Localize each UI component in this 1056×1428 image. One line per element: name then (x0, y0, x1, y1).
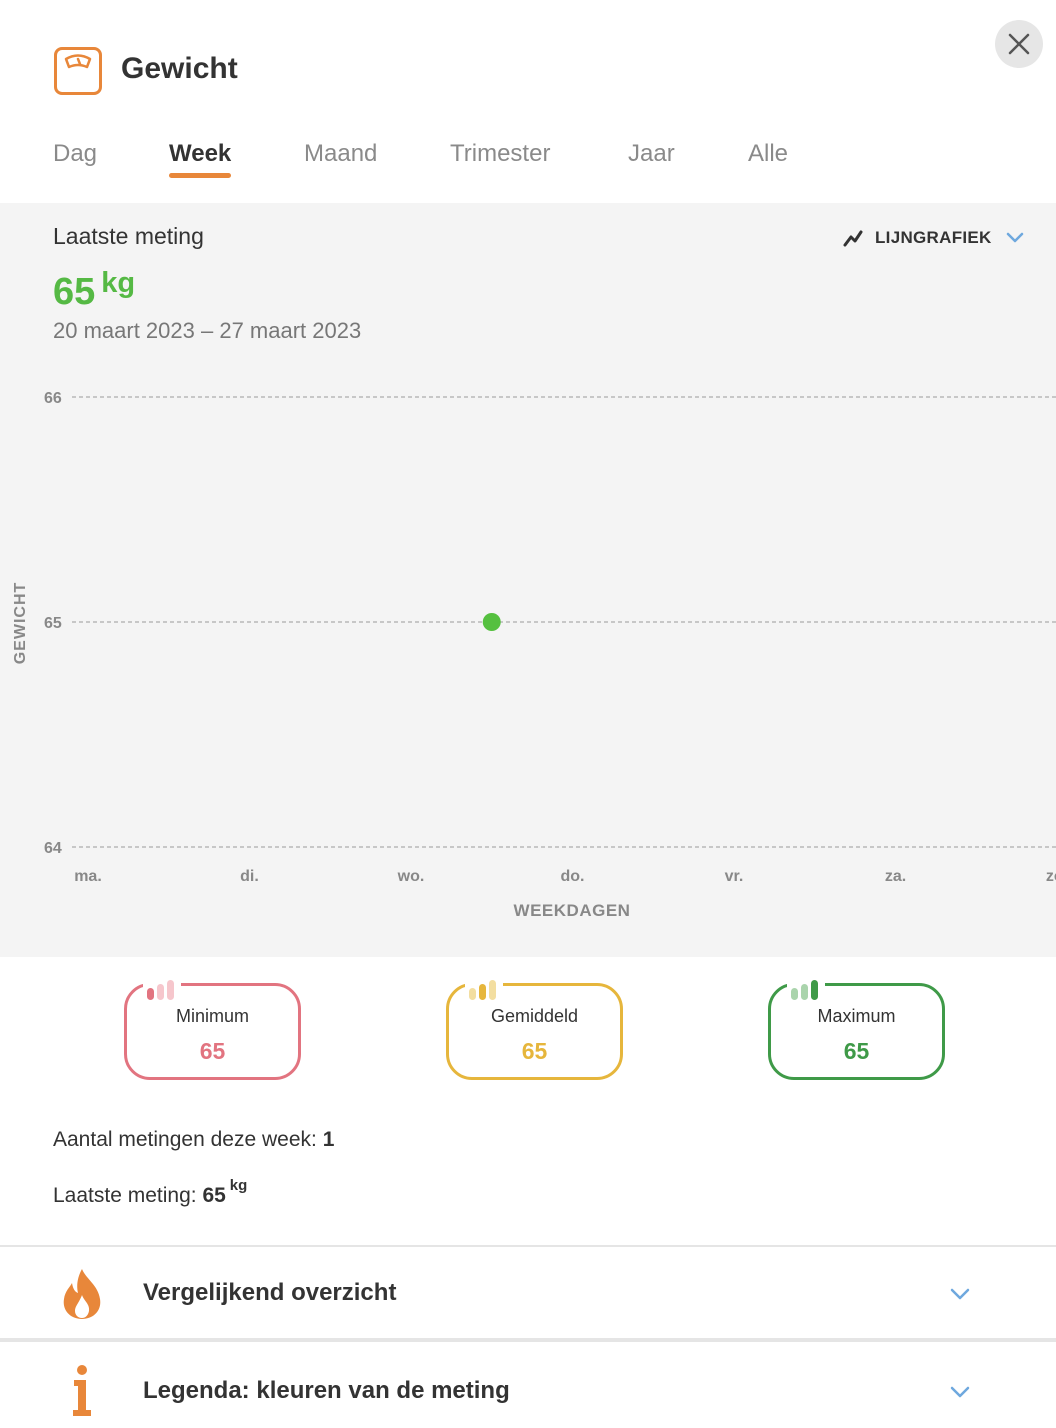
x-tick-label: wo. (397, 868, 425, 885)
info-icon (73, 1365, 91, 1416)
tab-alle[interactable]: Alle (748, 140, 788, 168)
stat-label: Maximum (817, 1006, 896, 1026)
count-value: 1 (322, 1128, 335, 1151)
tab-maand[interactable]: Maand (304, 140, 377, 168)
accordion-vergelijkend-overzicht[interactable]: Vergelijkend overzicht (0, 1245, 1056, 1337)
y-tick-label: 66 (44, 390, 62, 407)
chevron-down-icon (950, 1288, 970, 1300)
stat-value: 65 (199, 1038, 226, 1064)
active-tab-indicator (169, 173, 232, 178)
chevron-down-icon (950, 1386, 970, 1398)
level-bars-low-icon (143, 974, 181, 1000)
line-chart-icon (843, 230, 863, 247)
stat-value: 65 (843, 1038, 870, 1064)
y-axis-label: GEWICHT (12, 582, 29, 665)
stat-value: 65 (521, 1038, 548, 1064)
x-axis-label: WEEKDAGEN (514, 901, 631, 920)
stat-card-gemiddeld: Gemiddeld 65 (446, 974, 623, 1080)
chevron-down-icon (1006, 232, 1023, 243)
last-measurement: Laatste meting: 65 kg (53, 1177, 247, 1208)
stat-card-minimum: Minimum 65 (124, 974, 301, 1080)
y-tick-label: 64 (44, 840, 62, 857)
tab-label: Maand (304, 140, 378, 167)
x-tick-label: do. (561, 868, 585, 885)
x-tick-label: vr. (725, 868, 744, 885)
scale-icon (54, 47, 102, 95)
tab-label: Week (169, 140, 232, 167)
count-label: Aantal metingen deze week: (53, 1128, 317, 1151)
page-title: Gewicht (121, 52, 238, 85)
x-tick-label: di. (240, 868, 259, 885)
header: Gewicht (0, 0, 1056, 120)
tab-label: Jaar (628, 140, 675, 167)
tab-label: Dag (53, 140, 98, 167)
tab-jaar[interactable]: Jaar (628, 140, 675, 168)
latest-value-unit: kg (101, 267, 136, 299)
level-bars-mid-icon (465, 974, 503, 1000)
latest-measurement-value: 65 kg (53, 267, 135, 314)
tab-dag[interactable]: Dag (53, 140, 97, 168)
last-unit: kg (229, 1177, 248, 1194)
stat-label: Gemiddeld (490, 1006, 579, 1026)
stat-label: Minimum (175, 1006, 249, 1026)
chart-type-dropdown[interactable]: LIJNGRAFIEK (843, 227, 1024, 249)
stat-card-maximum: Maximum 65 (768, 974, 945, 1080)
last-label: Laatste meting: (53, 1184, 197, 1207)
tab-week[interactable]: Week (169, 140, 232, 178)
accordion-title: Legenda: kleuren van de meting (143, 1377, 510, 1404)
tab-label: Alle (748, 140, 789, 167)
last-value: 65 (202, 1184, 226, 1207)
weight-line-chart: GEWICHT WEEKDAGEN 66 65 64 ma. di. wo. do. vr.… (12, 390, 1056, 920)
level-bars-high-icon (787, 974, 825, 1000)
chart-panel: Laatste meting 65 kg 20 maart 2023 – 27 m… (0, 203, 1056, 957)
latest-measurement-label: Laatste meting (53, 223, 204, 249)
y-tick-label: 65 (44, 615, 62, 632)
close-button[interactable] (995, 20, 1043, 68)
x-tick-label: zo. (1046, 868, 1056, 885)
tab-trimester[interactable]: Trimester (450, 140, 550, 168)
close-icon (1008, 33, 1030, 55)
period-tabs: Dag Week Maand Trimester Jaar Alle (0, 140, 1056, 190)
tab-label: Trimester (450, 140, 551, 167)
x-tick-label: za. (885, 868, 906, 885)
date-range: 20 maart 2023 – 27 maart 2023 (53, 318, 362, 343)
accordion-legenda[interactable]: Legenda: kleuren van de meting (0, 1338, 1056, 1428)
chart-type-label: LIJNGRAFIEK (875, 228, 992, 247)
x-tick-label: ma. (74, 868, 102, 885)
stats-row: Minimum 65 Gemiddeld 65 Maximum 65 (0, 974, 1056, 1085)
data-point[interactable] (482, 613, 501, 631)
flame-icon (63, 1269, 101, 1319)
accordion-title: Vergelijkend overzicht (143, 1279, 397, 1306)
latest-value-number: 65 (53, 271, 96, 313)
measurement-count: Aantal metingen deze week: 1 (53, 1128, 334, 1152)
